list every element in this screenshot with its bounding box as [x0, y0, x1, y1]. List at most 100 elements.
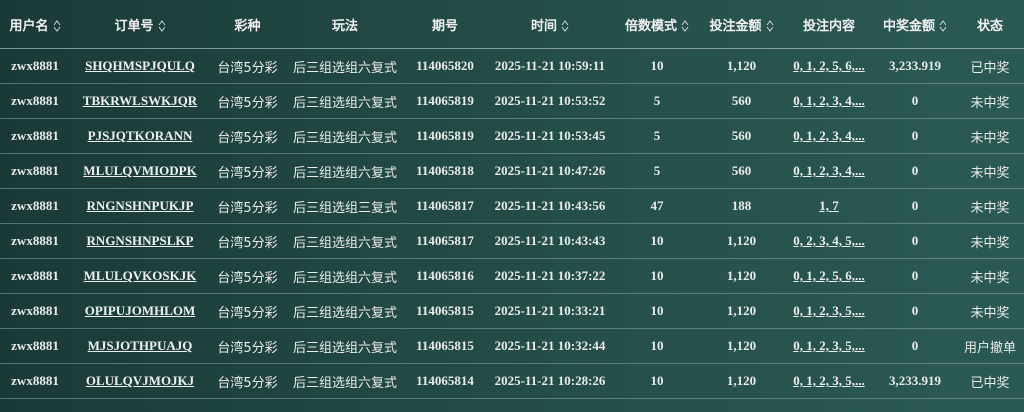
sort-icon[interactable] [939, 19, 947, 33]
table-cell: 2025-11-21 10:53:45 [485, 118, 615, 154]
table-cell: 114065820 [405, 48, 485, 84]
sort-icon[interactable] [766, 19, 774, 33]
issue: 114065815 [416, 303, 474, 318]
win-amount: 0 [911, 268, 919, 283]
bet-amount: 1,120 [726, 58, 757, 73]
table-cell: zwx8881 [0, 328, 70, 364]
table-cell: 0 [874, 83, 956, 119]
bet-amount: 1,120 [726, 303, 757, 318]
table-cell: zwx8881 [0, 153, 70, 189]
header-cell[interactable]: 订单号 [70, 0, 210, 49]
time: 2025-11-21 10:37:22 [494, 268, 606, 283]
table-cell: 114065817 [405, 223, 485, 259]
table-cell: 0, 1, 2, 3, 4,... [784, 153, 874, 189]
order-id-link[interactable]: RNGNSHNPSLKP [86, 233, 194, 248]
table-cell: 1, 7 [784, 188, 874, 224]
lottery: 台湾5分彩 [217, 270, 278, 286]
time: 2025-11-21 10:43:43 [494, 233, 606, 248]
order-id-link[interactable]: OLULQVJMOJKJ [85, 373, 195, 388]
issue: 114065819 [416, 93, 474, 108]
multiplier: 10 [650, 268, 664, 283]
table-cell: 1,120 [699, 363, 784, 399]
table-cell: 未中奖 [956, 223, 1024, 259]
bet-content-link[interactable]: 0, 1, 2, 3, 5,... [793, 303, 865, 318]
table-cell: 188 [699, 188, 784, 224]
multiplier: 10 [650, 303, 664, 318]
bet-content-link[interactable]: 0, 1, 2, 3, 4,... [793, 93, 865, 108]
table-cell: 台湾5分彩 [210, 258, 285, 294]
order-id-link[interactable]: TBKRWLSWKJQR [82, 93, 198, 108]
username: zwx8881 [11, 163, 59, 178]
table-cell: 0, 1, 2, 3, 5,... [784, 293, 874, 329]
header-text: 订单号 [114, 18, 154, 34]
play-type: 后三组选组六复式 [292, 270, 397, 286]
time: 2025-11-21 10:32:44 [494, 338, 606, 353]
table-cell: 0, 1, 2, 3, 4,... [784, 118, 874, 154]
table-cell: zwx8881 [0, 188, 70, 224]
sort-icon[interactable] [561, 19, 569, 33]
header-text: 玩法 [331, 18, 358, 34]
table-cell: 114065814 [405, 363, 485, 399]
table-cell: 114065819 [405, 83, 485, 119]
table-cell: 后三组选组六复式 [285, 293, 405, 329]
bet-content-link[interactable]: 0, 1, 2, 3, 5,... [793, 338, 865, 353]
header-cell[interactable]: 时间 [485, 0, 615, 49]
issue: 114065814 [416, 373, 474, 388]
order-id-link[interactable]: MJSJOTHPUAJQ [87, 338, 193, 353]
bet-content-link[interactable]: 1, 7 [819, 198, 839, 213]
table-cell: 560 [699, 153, 784, 189]
table-cell: 0, 1, 2, 3, 5,... [784, 328, 874, 364]
header-text: 彩种 [234, 18, 261, 34]
table-cell: 台湾5分彩 [210, 48, 285, 84]
table-cell: 2025-11-21 10:32:44 [485, 328, 615, 364]
table-cell: RNGNSHNPUKJP [70, 188, 210, 224]
table-cell: zwx8881 [0, 223, 70, 259]
header-cell[interactable]: 用户名 [0, 0, 70, 49]
bet-content-link[interactable]: 0, 1, 2, 5, 6,... [793, 268, 865, 283]
table-cell: 未中奖 [956, 188, 1024, 224]
time: 2025-11-21 10:43:56 [494, 198, 606, 213]
header-cell[interactable]: 中奖金额 [874, 0, 956, 49]
table-cell: 0 [874, 153, 956, 189]
time: 2025-11-21 10:28:26 [494, 373, 606, 388]
sort-icon[interactable] [681, 19, 689, 33]
status: 未中奖 [970, 200, 1010, 216]
bet-content-link[interactable]: 0, 1, 2, 5, 6,... [793, 58, 865, 73]
table-cell: OLULQVJMOJKJ [70, 363, 210, 399]
bet-amount: 560 [731, 163, 752, 178]
sort-icon[interactable] [158, 19, 166, 33]
table-cell: 560 [699, 118, 784, 154]
table-cell: 未中奖 [956, 118, 1024, 154]
win-amount: 0 [911, 338, 919, 353]
order-id-link[interactable]: OPIPUJOMHLOM [84, 303, 196, 318]
table-row: zwx8881 MJSJOTHPUAJQ 台湾5分彩 后三组选组六复式 11406581… [0, 328, 1024, 364]
bet-content-link[interactable]: 0, 1, 2, 3, 5,... [793, 373, 865, 388]
header-text: 时间 [530, 18, 557, 34]
issue: 114065815 [416, 338, 474, 353]
table-cell: 已中奖 [956, 363, 1024, 399]
order-id-link[interactable]: SHQHMSPJQULQ [85, 58, 195, 73]
lottery: 台湾5分彩 [217, 340, 278, 356]
header-row: 用户名 订单号 彩种 玩法 期号 时间 倍数模式 投注金额 投注内容 中奖金额 … [0, 0, 1024, 49]
header-text: 状态 [976, 18, 1003, 34]
table-cell: 1,120 [699, 293, 784, 329]
header-cell[interactable]: 倍数模式 [615, 0, 699, 49]
bet-content-link[interactable]: 0, 2, 3, 4, 5,... [793, 233, 865, 248]
username: zwx8881 [11, 198, 59, 213]
table-cell: 后三组选组三复式 [285, 188, 405, 224]
username: zwx8881 [11, 338, 59, 353]
order-id-link[interactable]: PJSJQTKORANN [87, 128, 193, 143]
table-cell: 0, 1, 2, 3, 5,... [784, 363, 874, 399]
sort-icon[interactable] [53, 19, 61, 33]
table-cell: zwx8881 [0, 83, 70, 119]
order-id-link[interactable]: MLULQVKOSKJK [83, 268, 197, 283]
bet-content-link[interactable]: 0, 1, 2, 3, 4,... [793, 163, 865, 178]
bet-content-link[interactable]: 0, 1, 2, 3, 4,... [793, 128, 865, 143]
order-id-link[interactable]: MLULQVMIODPK [83, 163, 197, 178]
table-cell: 未中奖 [956, 258, 1024, 294]
order-id-link[interactable]: RNGNSHNPUKJP [86, 198, 194, 213]
table-cell: zwx8881 [0, 48, 70, 84]
play-type: 后三组选组六复式 [292, 165, 397, 181]
header-cell[interactable]: 投注金额 [699, 0, 784, 49]
